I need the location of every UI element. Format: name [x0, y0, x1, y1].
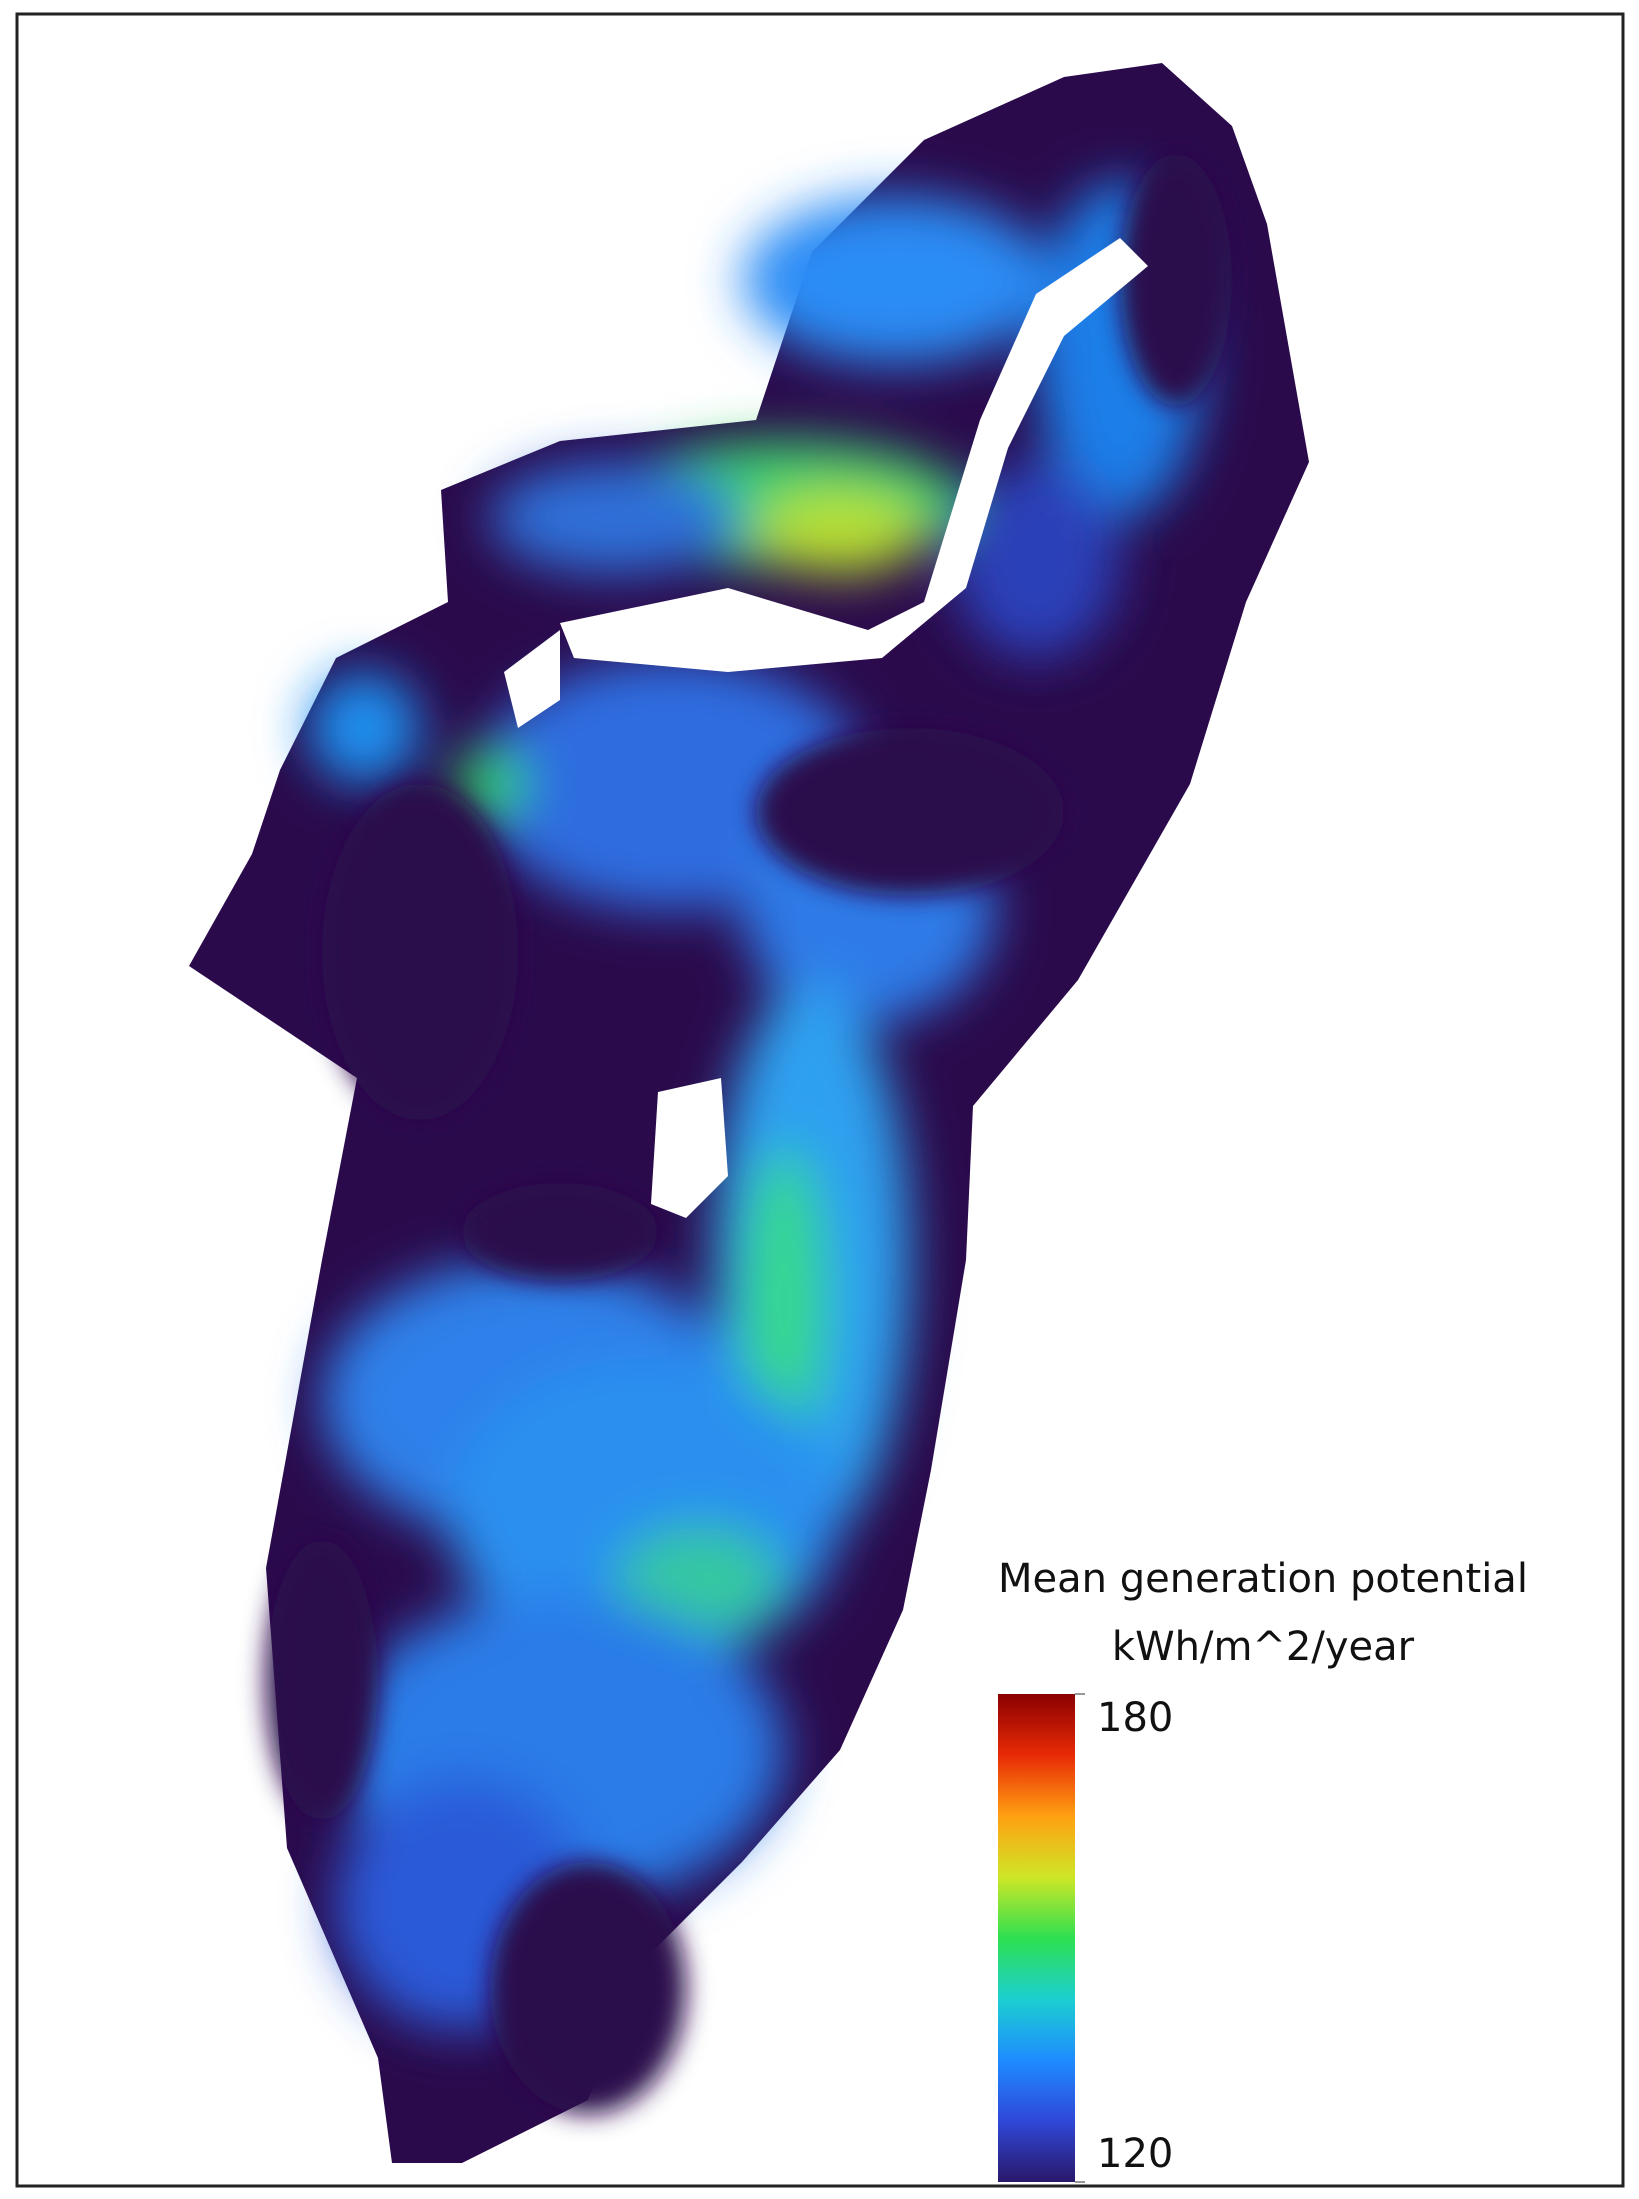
map-gap — [651, 1078, 728, 1218]
map — [189, 63, 1309, 2163]
legend-unit: kWh/m^2/year — [1112, 1624, 1415, 1670]
colorbar-tick-label: 120 — [1097, 2131, 1173, 2177]
colorbar — [998, 1694, 1075, 2182]
colorbar-tick-label: 180 — [1097, 1695, 1173, 1741]
map-gap — [504, 630, 560, 728]
dark-patches — [266, 154, 1232, 2114]
legend-title: Mean generation potential — [998, 1556, 1528, 1602]
map-gap — [560, 238, 1148, 672]
